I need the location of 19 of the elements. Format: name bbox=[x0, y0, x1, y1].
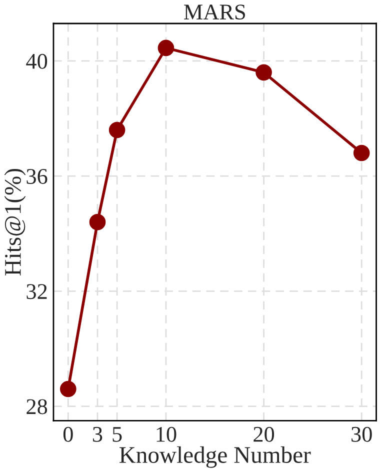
y-tick-label: 40 bbox=[26, 54, 48, 69]
point bbox=[353, 144, 370, 162]
x-axis-title: Knowledge Number bbox=[119, 446, 311, 468]
x-tick-label: 20 bbox=[254, 426, 274, 442]
point bbox=[158, 40, 174, 56]
y-axis-title: Hits@1(%) bbox=[4, 168, 26, 276]
point bbox=[108, 122, 126, 138]
x-tick-label: 5 bbox=[112, 427, 122, 442]
point bbox=[89, 214, 106, 230]
point bbox=[256, 64, 272, 81]
x-tick-label: 30 bbox=[352, 426, 372, 442]
y-tick-label: 36 bbox=[26, 169, 48, 184]
point bbox=[60, 380, 76, 398]
chart-title: MARS bbox=[184, 4, 245, 20]
y-tick-label: 28 bbox=[26, 399, 48, 414]
y-tick-label: 32 bbox=[26, 284, 47, 300]
x-tick-label: 0 bbox=[63, 426, 73, 442]
x-tick-label: 10 bbox=[156, 426, 176, 442]
x-tick-label: 3 bbox=[93, 426, 102, 442]
